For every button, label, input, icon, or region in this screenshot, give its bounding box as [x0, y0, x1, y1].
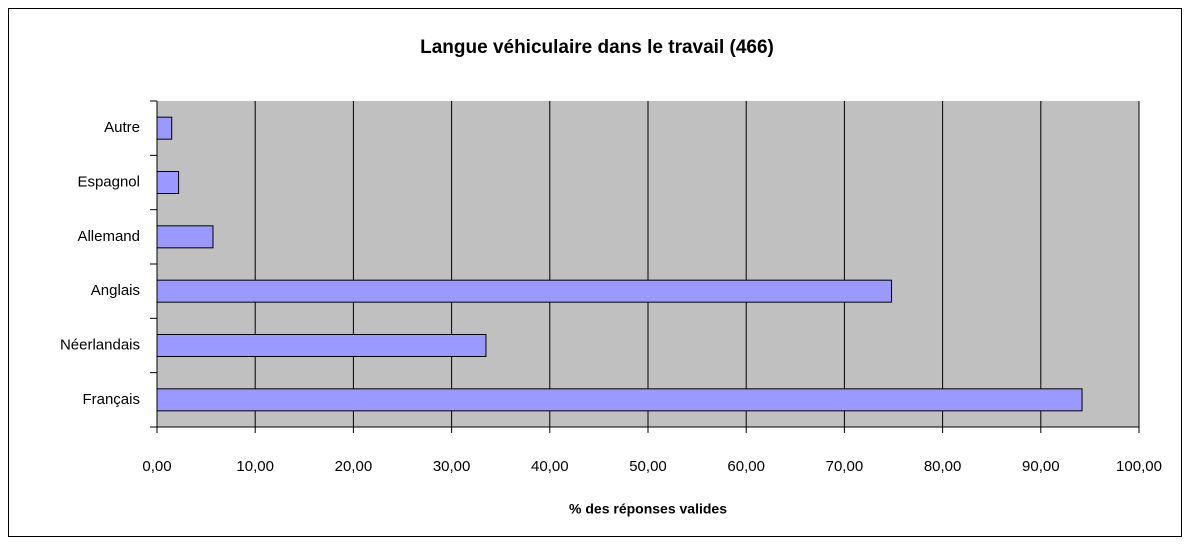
bar — [156, 279, 893, 303]
y-tick-label: Allemand — [77, 228, 140, 245]
x-tick-label: 0,00 — [142, 458, 171, 475]
y-tick-label: Néerlandais — [60, 336, 140, 353]
x-tick-label: 60,00 — [727, 458, 765, 475]
y-tick-label: Anglais — [91, 282, 140, 299]
bar — [156, 388, 1083, 412]
y-tick-label: Français — [82, 391, 140, 408]
x-tick-label: 100,00 — [1116, 458, 1162, 475]
bar — [156, 225, 214, 249]
x-tick-label: 80,00 — [924, 458, 962, 475]
x-tick-label: 70,00 — [826, 458, 864, 475]
bar — [156, 116, 173, 140]
x-tick-label: 90,00 — [1022, 458, 1060, 475]
y-tick-label: Autre — [104, 119, 140, 136]
bar — [156, 171, 180, 194]
x-tick-label: 10,00 — [236, 458, 274, 475]
x-tick-label: 50,00 — [629, 458, 667, 475]
bar — [156, 334, 487, 357]
x-tick-label: 30,00 — [433, 458, 471, 475]
x-tick-label: 40,00 — [531, 458, 569, 475]
chart-title: Langue véhiculaire dans le travail (466) — [420, 37, 774, 58]
x-tick-label: 20,00 — [335, 458, 373, 475]
y-tick-label: Espagnol — [77, 173, 140, 190]
x-axis-label: % des réponses valides — [569, 501, 727, 517]
